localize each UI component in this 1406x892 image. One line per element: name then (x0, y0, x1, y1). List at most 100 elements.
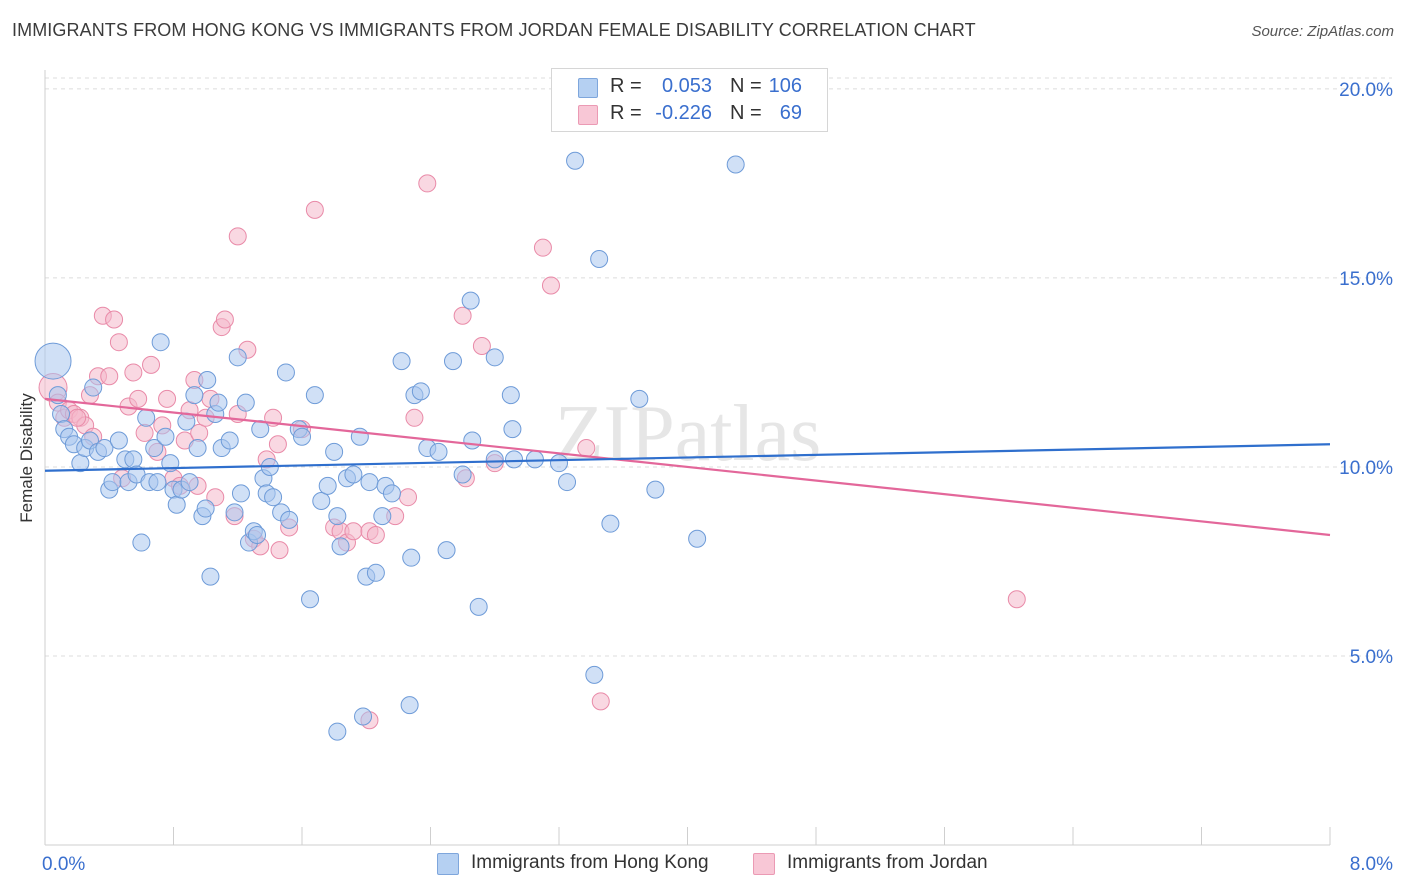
hong-kong-point (151, 333, 170, 352)
hong-kong-point (392, 352, 411, 371)
hong-kong-point (331, 537, 350, 556)
hong-kong-point (236, 393, 255, 412)
hk-n-label: N = (730, 75, 762, 97)
hong-kong-point (726, 155, 745, 174)
jordan-point (109, 333, 128, 352)
y-axis-label: Female Disability (17, 393, 36, 523)
hong-kong-point (601, 514, 620, 533)
hong-kong-point (225, 503, 244, 522)
gridlines (45, 77, 1392, 657)
hong-kong-point (505, 450, 524, 469)
hong-kong-point (220, 431, 239, 450)
hong-kong-point (201, 567, 220, 586)
hong-kong-point (228, 348, 247, 367)
y-tick-label: 10.0% (1339, 458, 1393, 479)
y-tick-label: 15.0% (1339, 269, 1393, 290)
jordan-point (541, 276, 560, 295)
hong-kong-point (52, 405, 71, 424)
hk-r-value: 0.053 (661, 75, 712, 97)
x-tick-label-max: 8.0% (1350, 854, 1393, 875)
hong-kong-point (463, 431, 482, 450)
hong-kong-point (276, 363, 295, 382)
jo-n-label: N = (730, 102, 762, 124)
hong-kong-point (429, 442, 448, 461)
hong-kong-point (132, 533, 151, 552)
hong-kong-point (198, 371, 217, 389)
jordan-legend-swatch (753, 853, 775, 875)
jordan-point (399, 488, 418, 507)
jordan-point (100, 367, 119, 386)
watermark: ZIPatlas (555, 390, 822, 478)
jordan-point (591, 692, 610, 711)
hong-kong-point (360, 473, 379, 492)
jordan-point (105, 310, 124, 329)
hong-kong-point (231, 484, 250, 503)
hong-kong-point (312, 491, 331, 510)
hong-kong-point (382, 484, 401, 503)
jordan-point (129, 389, 148, 408)
hong-kong-point (148, 473, 167, 492)
hong-kong-point (209, 393, 228, 412)
hk-r-label: R = (610, 75, 642, 97)
jordan-point (472, 336, 491, 355)
hong-kong-point (167, 495, 186, 514)
jordan-point (418, 174, 437, 193)
jordan-legend-label: Immigrants from Jordan (787, 852, 988, 873)
hong-kong-point (185, 386, 204, 405)
hong-kong-point (585, 665, 604, 684)
correlation-legend: R = 0.053 N = 106 R = -0.226 N = 69 (551, 68, 828, 132)
hong-kong-point (293, 427, 311, 446)
jordan-point (577, 439, 596, 458)
hong-kong-point (558, 473, 577, 492)
x-tick-label-min: 0.0% (42, 854, 85, 875)
hong-kong-point (196, 499, 215, 518)
hong-kong-point (485, 348, 504, 367)
hong-kong-point (137, 408, 156, 427)
jordan-point (533, 238, 552, 257)
hong-kong-point (103, 473, 122, 492)
hong-kong-point (328, 507, 347, 526)
hong-kong-point (688, 529, 707, 548)
hong-kong-point (566, 151, 585, 170)
jordan-point (228, 227, 247, 246)
chart-title: IMMIGRANTS FROM HONG KONG VS IMMIGRANTS … (12, 20, 976, 40)
source-credit: Source: ZipAtlas.com (1251, 23, 1394, 40)
hong-kong-point (646, 480, 665, 499)
hong-kong-point (437, 541, 456, 560)
hong-kong-point (325, 442, 344, 461)
axis-labels: 5.0% 10.0% 15.0% 20.0% 0.0% 8.0% (42, 80, 1393, 875)
jordan-trend-line (44, 397, 1331, 537)
jo-r-value: -0.226 (655, 102, 712, 124)
jordan-point (405, 408, 424, 427)
hong-kong-point (124, 450, 143, 469)
hong-kong-point (318, 476, 337, 495)
jordan-point (158, 389, 177, 408)
hong-kong-point (400, 696, 419, 715)
hong-kong-point (485, 450, 504, 469)
hong-kong-legend-swatch (437, 853, 459, 875)
hong-kong-point (373, 507, 392, 526)
hong-kong-point (354, 707, 373, 726)
hong-kong-point (328, 722, 347, 741)
hong-kong-point (280, 510, 299, 529)
hong-kong-point (525, 450, 544, 469)
trend-lines (44, 397, 1331, 537)
jordan-point (270, 541, 289, 560)
hong-kong-point (590, 250, 609, 269)
hong-kong-point (84, 378, 103, 397)
jordan-point (453, 306, 472, 325)
hong-kong-point (443, 352, 462, 371)
jo-r-label: R = (610, 102, 642, 124)
hong-kong-point (305, 386, 324, 405)
y-tick-label: 20.0% (1339, 80, 1393, 101)
hong-kong-point (156, 427, 175, 446)
hong-kong-legend-label: Immigrants from Hong Kong (471, 852, 709, 873)
hong-kong-point (503, 420, 522, 439)
hong-kong-points (34, 151, 745, 741)
jordan-point (305, 200, 324, 219)
hong-kong-point (461, 291, 480, 310)
hong-kong-point (177, 412, 196, 431)
jordan-point (268, 435, 287, 454)
hong-kong-point (264, 488, 283, 507)
